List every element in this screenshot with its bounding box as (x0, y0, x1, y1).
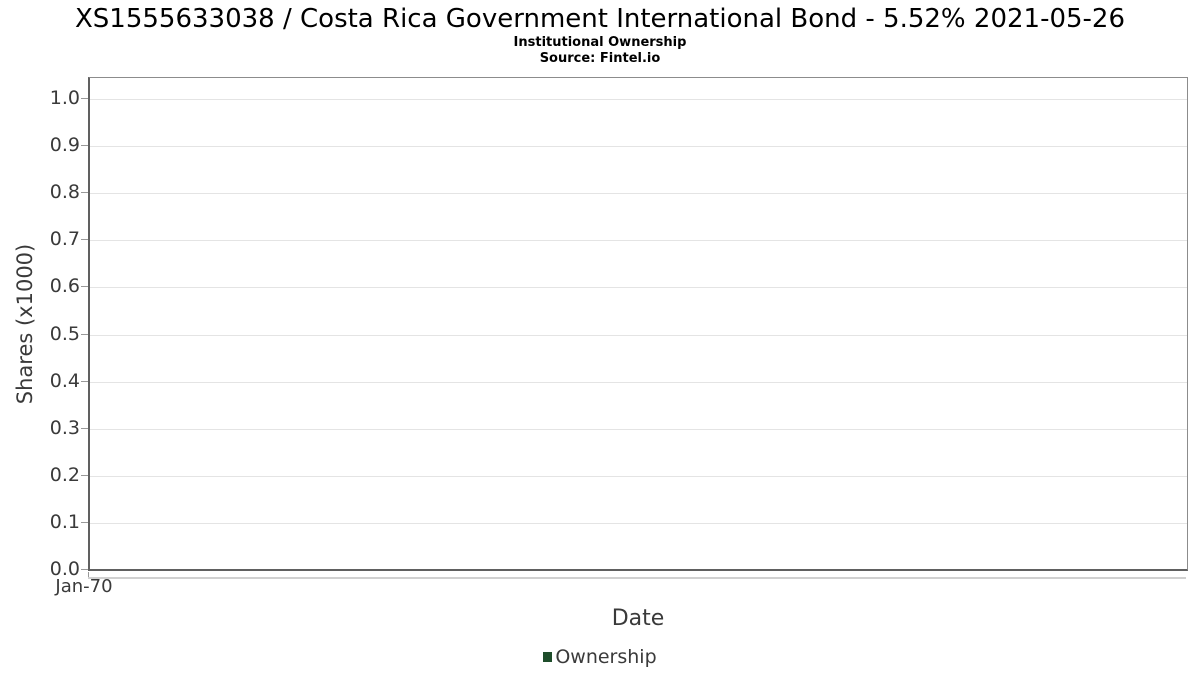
y-axis-tick-mark (81, 427, 88, 429)
y-axis-tick-mark (81, 145, 88, 147)
y-axis-tick-label: 0.2 (49, 463, 80, 486)
x-axis-label: Date (611, 606, 665, 631)
plot-area (88, 77, 1188, 571)
y-axis-tick-label: 0.7 (49, 228, 80, 251)
gridline (90, 99, 1187, 100)
gridline (90, 287, 1187, 289)
y-axis-tick-mark (81, 333, 88, 335)
y-axis-tick-label: 0.9 (49, 134, 80, 157)
y-axis-tick-label: 0.5 (49, 322, 80, 345)
y-axis-tick-mark (81, 521, 88, 523)
y-axis-tick-label: 0.8 (49, 181, 80, 204)
gridline (90, 193, 1187, 195)
gridline (90, 428, 1187, 430)
legend: Ownership (0, 646, 1200, 668)
x-axis-tick-label: Jan-70 (55, 576, 113, 597)
legend-item-ownership[interactable]: Ownership (543, 646, 657, 668)
y-axis-tick-mark (81, 286, 88, 288)
legend-label: Ownership (555, 646, 657, 668)
gridline (90, 146, 1187, 148)
gridline (90, 522, 1187, 524)
chart-title: XS1555633038 / Costa Rica Government Int… (74, 4, 1126, 34)
chart-source-label: Source: Fintel.io (539, 51, 661, 66)
y-axis-tick-mark (81, 98, 88, 99)
y-axis-tick-label: 0.4 (49, 369, 80, 392)
y-axis-tick-mark (81, 192, 88, 194)
y-axis-tick-label: 0.6 (49, 275, 80, 298)
y-axis-tick-mark (81, 239, 88, 241)
gridline (90, 240, 1187, 242)
gridline (90, 381, 1187, 383)
y-axis-tick-label: 1.0 (49, 87, 80, 109)
x-axis-line (88, 577, 1186, 579)
gridline (90, 475, 1187, 477)
y-axis-tick-label: 0.3 (49, 416, 80, 439)
legend-marker-icon (543, 652, 553, 662)
y-axis-tick-label: 0.1 (49, 510, 80, 533)
y-axis-tick-mark (81, 380, 88, 382)
y-axis-tick-label: 0.0 (49, 558, 80, 580)
chart-subtitle: Institutional Ownership (513, 35, 687, 50)
y-axis-tick-mark (81, 569, 88, 570)
y-axis-tick-mark (81, 474, 88, 476)
gridline (90, 334, 1187, 336)
x-axis-tick-mark (88, 572, 89, 577)
